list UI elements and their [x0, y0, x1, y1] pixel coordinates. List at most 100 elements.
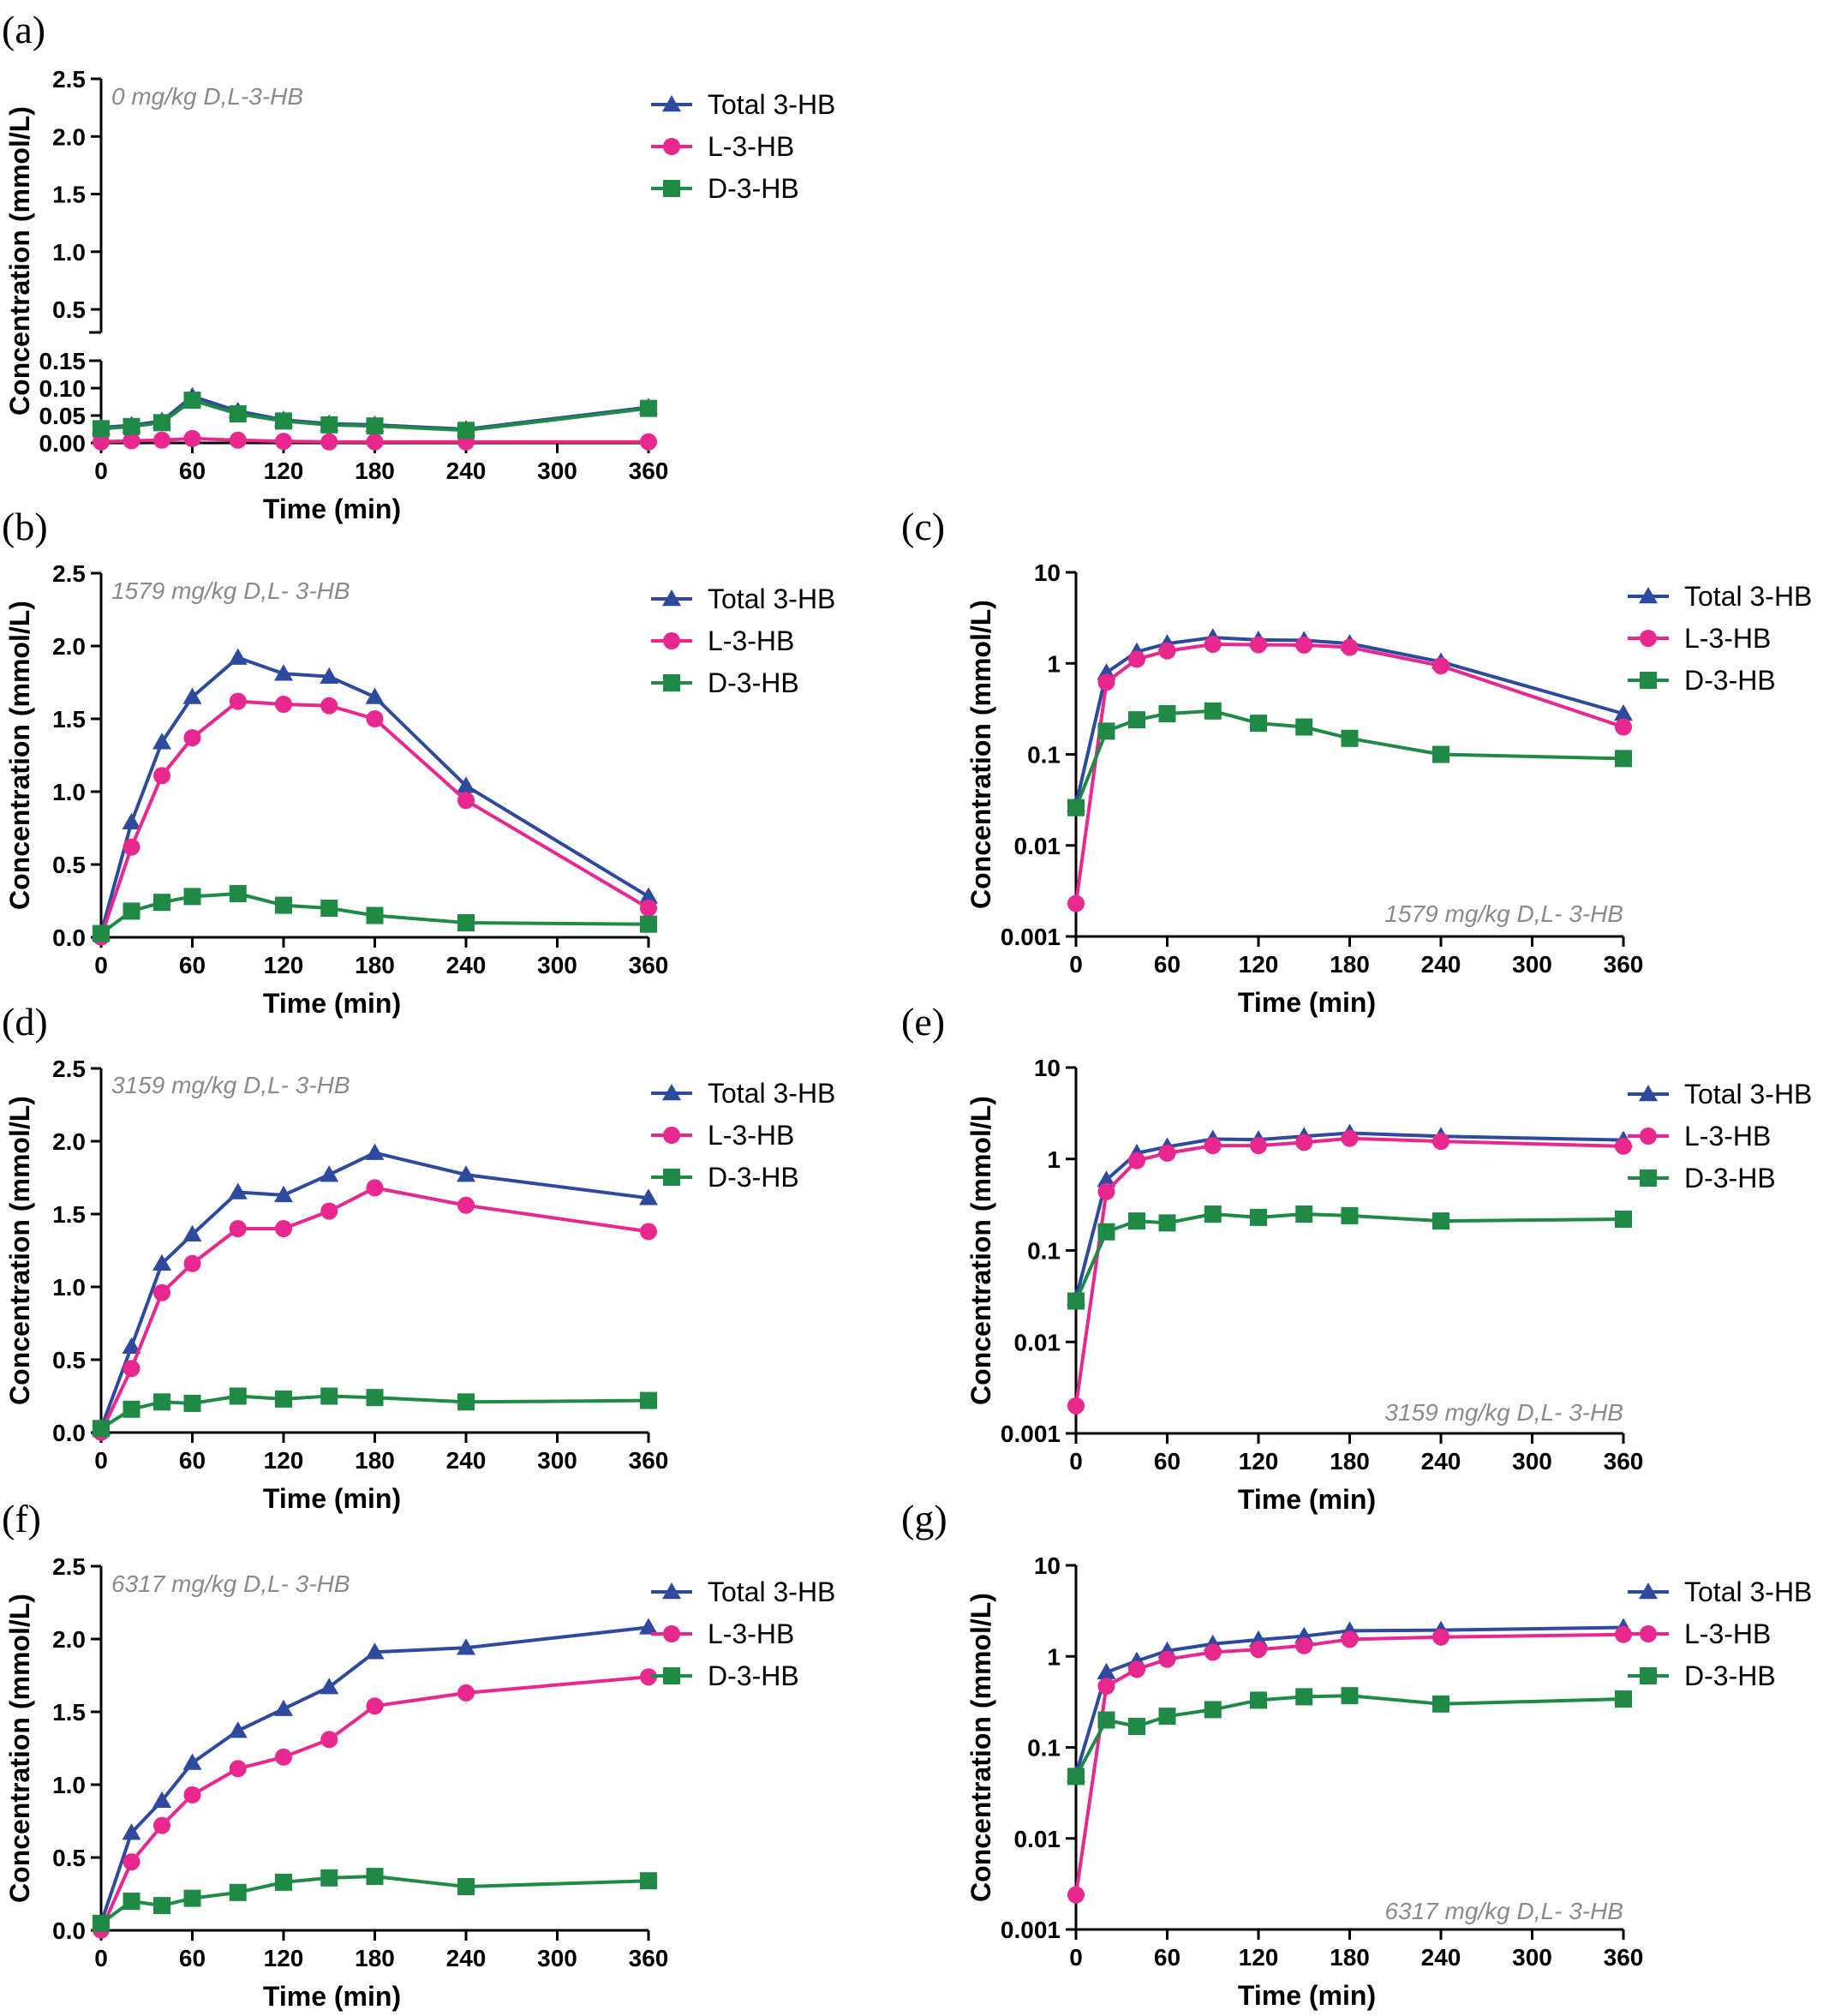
data-point	[229, 405, 247, 423]
data-point	[1158, 1650, 1176, 1668]
y-tick-label: 2.0	[52, 1626, 86, 1653]
y-axis-title: Concentration (mmol/L)	[4, 601, 35, 910]
data-point	[1432, 1133, 1449, 1151]
data-point	[183, 888, 201, 906]
x-tick-label: 360	[629, 952, 669, 978]
y-tick-label: 0.001	[1001, 924, 1061, 950]
data-point	[639, 1618, 658, 1635]
data-point	[640, 433, 657, 451]
triangle-icon	[1639, 587, 1658, 604]
series-line	[99, 1186, 649, 1433]
panel-label: (e)	[901, 1000, 945, 1044]
x-tick-label: 0	[94, 952, 108, 978]
data-point	[457, 914, 475, 931]
legend-label: L-3-HB	[1684, 1618, 1771, 1649]
legend-entry: L-3-HB	[651, 1618, 794, 1649]
dose-annotation: 6317 mg/kg D,L- 3-HB	[1384, 1898, 1623, 1924]
y-axis-title: Concentration (mmol/L)	[965, 600, 996, 909]
data-point	[123, 838, 140, 856]
circle-icon	[663, 1625, 680, 1642]
data-point	[366, 710, 384, 727]
y-tick-label: 0.10	[39, 375, 87, 402]
data-point	[320, 1165, 339, 1182]
data-point	[152, 1253, 171, 1271]
series-line	[99, 655, 650, 934]
data-point	[457, 1638, 475, 1655]
x-tick-label: 240	[1421, 951, 1461, 978]
data-point	[640, 915, 657, 933]
x-tick-label: 180	[355, 952, 395, 978]
data-point	[153, 1283, 170, 1301]
legend-entry: D-3-HB	[651, 173, 799, 204]
x-tick-label: 300	[537, 952, 577, 978]
square-icon	[1640, 672, 1657, 689]
data-point	[183, 1889, 201, 1907]
data-point	[1615, 1137, 1632, 1155]
x-tick-label: 120	[264, 458, 304, 484]
data-point	[1128, 1212, 1145, 1230]
data-point	[640, 900, 657, 917]
data-point	[93, 924, 110, 942]
data-point	[229, 885, 247, 902]
y-tick-label: 0.1	[1027, 1238, 1061, 1265]
data-point	[275, 1390, 292, 1408]
x-tick-label: 60	[1154, 1448, 1180, 1475]
data-point	[183, 1395, 201, 1412]
y-tick-label: 1.5	[52, 1201, 86, 1228]
data-point	[366, 906, 384, 924]
x-tick-label: 300	[1512, 951, 1552, 978]
data-point	[1341, 1687, 1359, 1705]
legend-label: D-3-HB	[1684, 665, 1776, 696]
data-point	[1295, 1134, 1313, 1152]
data-point	[1067, 1886, 1085, 1904]
data-point	[366, 1389, 384, 1407]
data-point	[457, 1196, 475, 1214]
data-point	[366, 1697, 384, 1715]
data-point	[1341, 1129, 1359, 1147]
data-point	[1204, 702, 1222, 720]
panel-f: (f) 0 60 120 180 240 300 360 0.0 0.5 1.0 1.5 2.0 2.5 T…	[2, 1497, 835, 2012]
y-tick-label: 0.001	[1001, 1917, 1061, 1943]
y-tick-label: 1.5	[52, 1699, 86, 1726]
y-tick-label: 0.01	[1014, 1826, 1061, 1852]
x-tick-label: 180	[355, 458, 395, 484]
data-point	[1204, 1137, 1222, 1155]
circle-icon	[1640, 1128, 1657, 1145]
data-point	[639, 887, 658, 904]
legend-entry: Total 3-HB	[1628, 1079, 1812, 1110]
series-line	[99, 1394, 649, 1430]
data-point	[1250, 636, 1267, 654]
data-point	[1250, 1641, 1267, 1659]
data-point	[93, 420, 110, 438]
circle-icon	[1640, 630, 1657, 647]
data-point	[1432, 1212, 1449, 1230]
data-point	[1341, 729, 1359, 747]
series-line	[1074, 1131, 1624, 1299]
legend-label: D-3-HB	[708, 1162, 799, 1193]
data-point	[229, 1883, 247, 1901]
data-point	[122, 1823, 141, 1840]
y-tick-label: 2.0	[52, 123, 86, 150]
panel-a: (a) 0 60 120 180 240 300 360 0.000.050.100.15 0.5…	[2, 8, 835, 524]
series-line	[1074, 1625, 1624, 1776]
dose-annotation: 0 mg/kg D,L-3-HB	[111, 83, 303, 110]
data-point	[320, 1202, 338, 1220]
legend-label: Total 3-HB	[708, 1576, 835, 1607]
data-point	[275, 696, 292, 713]
data-point	[275, 1873, 292, 1891]
data-point	[1341, 638, 1359, 656]
x-tick-label: 120	[1239, 951, 1279, 978]
data-point	[320, 1869, 338, 1887]
data-point	[457, 1165, 475, 1182]
data-point	[153, 767, 170, 785]
legend-label: Total 3-HB	[708, 1078, 835, 1109]
data-point	[123, 902, 140, 920]
x-tick-label: 60	[179, 1945, 206, 1971]
legend-label: Total 3-HB	[708, 89, 835, 120]
legend-entry: D-3-HB	[651, 667, 799, 698]
data-point	[1250, 1137, 1267, 1155]
x-tick-label: 0	[1069, 1944, 1083, 1971]
y-tick-label: 0.0	[52, 1917, 86, 1944]
x-tick-label: 120	[1239, 1944, 1279, 1971]
x-tick-label: 300	[537, 458, 577, 484]
